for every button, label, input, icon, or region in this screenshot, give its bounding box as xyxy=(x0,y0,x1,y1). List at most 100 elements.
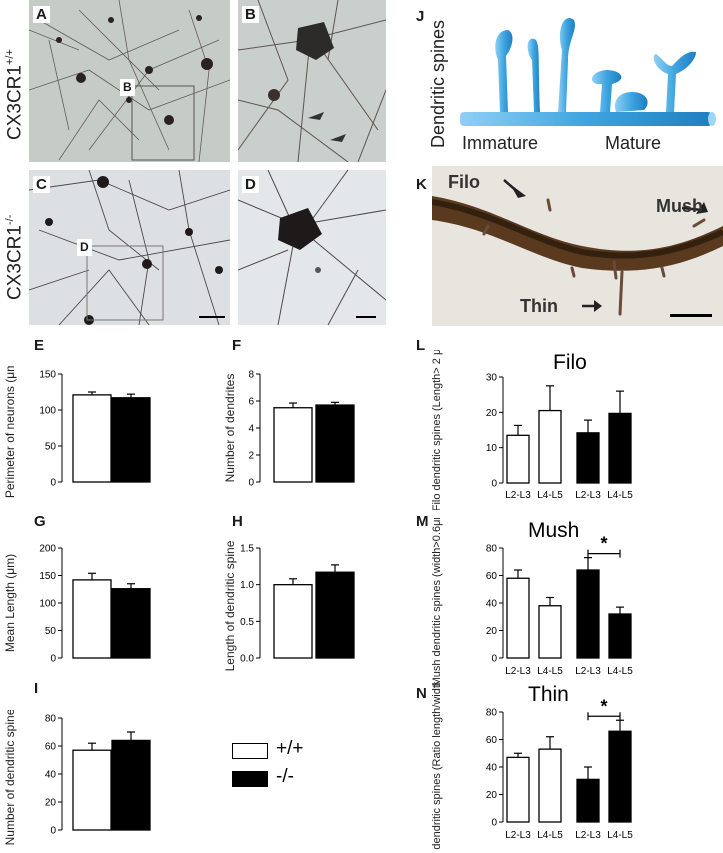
y-tick-label: 0 xyxy=(248,478,254,489)
legend-swatch-ko xyxy=(232,771,268,787)
panel-letter-n: N xyxy=(416,685,427,702)
spine-mush-2 xyxy=(614,92,648,112)
y-tick-label: 0 xyxy=(491,654,497,665)
k-label-mush: Mush xyxy=(656,196,703,216)
genotype-wt-sup: +/+ xyxy=(4,49,16,66)
y-tick-label: 20 xyxy=(45,798,57,809)
y-tick-label: 0 xyxy=(50,478,56,489)
bar-1 xyxy=(506,434,530,484)
x-tick-label: L2-L3 xyxy=(575,490,601,501)
y-tick-label: 150 xyxy=(39,571,56,582)
x-tick-label: L4-L5 xyxy=(607,666,633,677)
micrograph-c-drawing xyxy=(29,170,230,325)
y-tick-label: 40 xyxy=(486,763,498,774)
bar-2 xyxy=(111,588,151,659)
micrograph-b-drawing xyxy=(238,0,386,162)
micrograph-k xyxy=(432,166,723,326)
y-axis-label: Perimeter of neurons (μm) xyxy=(3,366,17,498)
schematic-title: Dendritic spines xyxy=(428,19,448,148)
chart-l: Filo 0 10 20 30 % Filo dendritic spines (Leng… xyxy=(431,350,633,510)
k-label-filo: Filo xyxy=(448,172,480,192)
x-tick-label: L2-L3 xyxy=(575,666,601,677)
y-tick-label: 200 xyxy=(39,544,56,555)
panel-letter-a: A xyxy=(33,6,50,23)
x-tick-label: L4-L5 xyxy=(607,830,633,841)
x-tick-label: L2-L3 xyxy=(505,666,531,677)
genotype-label-wt: CX3CR1+/+ xyxy=(4,49,26,140)
panel-letter-i: I xyxy=(34,680,39,697)
y-tick-label: 40 xyxy=(45,770,57,781)
bar-4 xyxy=(608,613,632,659)
panel-letter-d: D xyxy=(242,176,259,193)
x-tick-label: L2-L3 xyxy=(505,830,531,841)
micrograph-b xyxy=(238,0,386,162)
inset-label-d: D xyxy=(77,239,92,256)
chart-i: 0 20 40 60 80 Number of dendritic spines xyxy=(3,710,151,845)
chart-title-l: Filo xyxy=(553,351,587,374)
x-tick-label: L2-L3 xyxy=(575,830,601,841)
y-tick-label: 0 xyxy=(50,826,56,837)
y-tick-label: 6 xyxy=(248,397,254,408)
y-tick-label: 20 xyxy=(486,626,498,637)
y-tick-label: 0.0 xyxy=(240,654,254,665)
y-tick-label: 20 xyxy=(486,408,498,419)
schematic-mature-label: Mature xyxy=(605,133,661,153)
y-tick-label: 1.5 xyxy=(240,544,254,555)
y-tick-label: 50 xyxy=(45,442,57,453)
x-tick-label: L4-L5 xyxy=(537,830,563,841)
y-tick-label: 50 xyxy=(45,626,57,637)
bar-2 xyxy=(538,409,562,484)
panel-letter-g: G xyxy=(34,513,46,530)
bar-1 xyxy=(72,749,112,831)
panel-letter-l: L xyxy=(416,337,426,354)
y-tick-label: 60 xyxy=(486,735,498,746)
dendrite-shaft xyxy=(460,112,712,126)
y-tick-label: 80 xyxy=(486,544,498,555)
panel-letter-k: K xyxy=(416,176,427,193)
bar-1 xyxy=(506,577,530,659)
y-tick-label: 20 xyxy=(486,790,498,801)
k-label-thin: Thin xyxy=(520,296,558,316)
y-axis-label: % Mush dendritic spines (width>0.6μm) xyxy=(431,518,443,688)
panel-letter-e: E xyxy=(34,337,45,354)
y-axis-label: % Filo dendritic spines (Length> 2 μm) xyxy=(431,350,443,510)
chart-title-n: Thin xyxy=(528,683,569,706)
y-tick-label: 100 xyxy=(39,406,56,417)
x-tick-label: L2-L3 xyxy=(505,490,531,501)
bar-2 xyxy=(538,748,562,823)
y-tick-label: 60 xyxy=(486,571,498,582)
y-tick-label: 10 xyxy=(486,443,498,454)
spine-filo-1 xyxy=(495,30,513,112)
panel-letter-c: C xyxy=(33,176,50,193)
chart-g: 0 50 100 150 200 Mean Length (μm) xyxy=(3,544,151,665)
micrograph-d xyxy=(238,170,386,325)
inset-label-b: B xyxy=(120,79,135,96)
y-tick-label: 100 xyxy=(39,599,56,610)
y-tick-label: 1.0 xyxy=(240,580,254,591)
y-tick-label: 80 xyxy=(45,714,57,725)
x-tick-label: L4-L5 xyxy=(537,490,563,501)
panel-letter-f: F xyxy=(232,337,242,354)
legend-label-ko: -/- xyxy=(276,766,294,787)
bar-1 xyxy=(273,584,313,659)
y-tick-label: 30 xyxy=(486,373,498,384)
bar-3 xyxy=(576,432,600,484)
x-tick-label: L4-L5 xyxy=(537,666,563,677)
chart-f: 0 2 4 6 8 Number of dendrites xyxy=(223,370,355,489)
bar-2 xyxy=(315,571,355,659)
genotype-label-ko: CX3CR1-/- xyxy=(4,215,26,300)
bar-1 xyxy=(72,394,112,483)
micrograph-k-drawing xyxy=(432,166,723,326)
chart-e: 0 50 100 150 Perimeter of neurons (μm) xyxy=(3,366,151,498)
bar-3 xyxy=(576,569,600,659)
y-tick-label: 60 xyxy=(45,742,57,753)
bar-1 xyxy=(506,756,530,823)
bar-2 xyxy=(111,739,151,831)
y-tick-label: 0.5 xyxy=(240,617,254,628)
bar-2 xyxy=(111,397,151,483)
panel-letter-b: B xyxy=(242,6,259,23)
y-axis-label: Number of dendrites xyxy=(223,374,237,483)
y-tick-label: 4 xyxy=(248,424,254,435)
chart-m: Mush 0 20 40 60 80 % Mush dendritic spines (wi… xyxy=(431,518,633,688)
y-tick-label: 0 xyxy=(50,654,56,665)
